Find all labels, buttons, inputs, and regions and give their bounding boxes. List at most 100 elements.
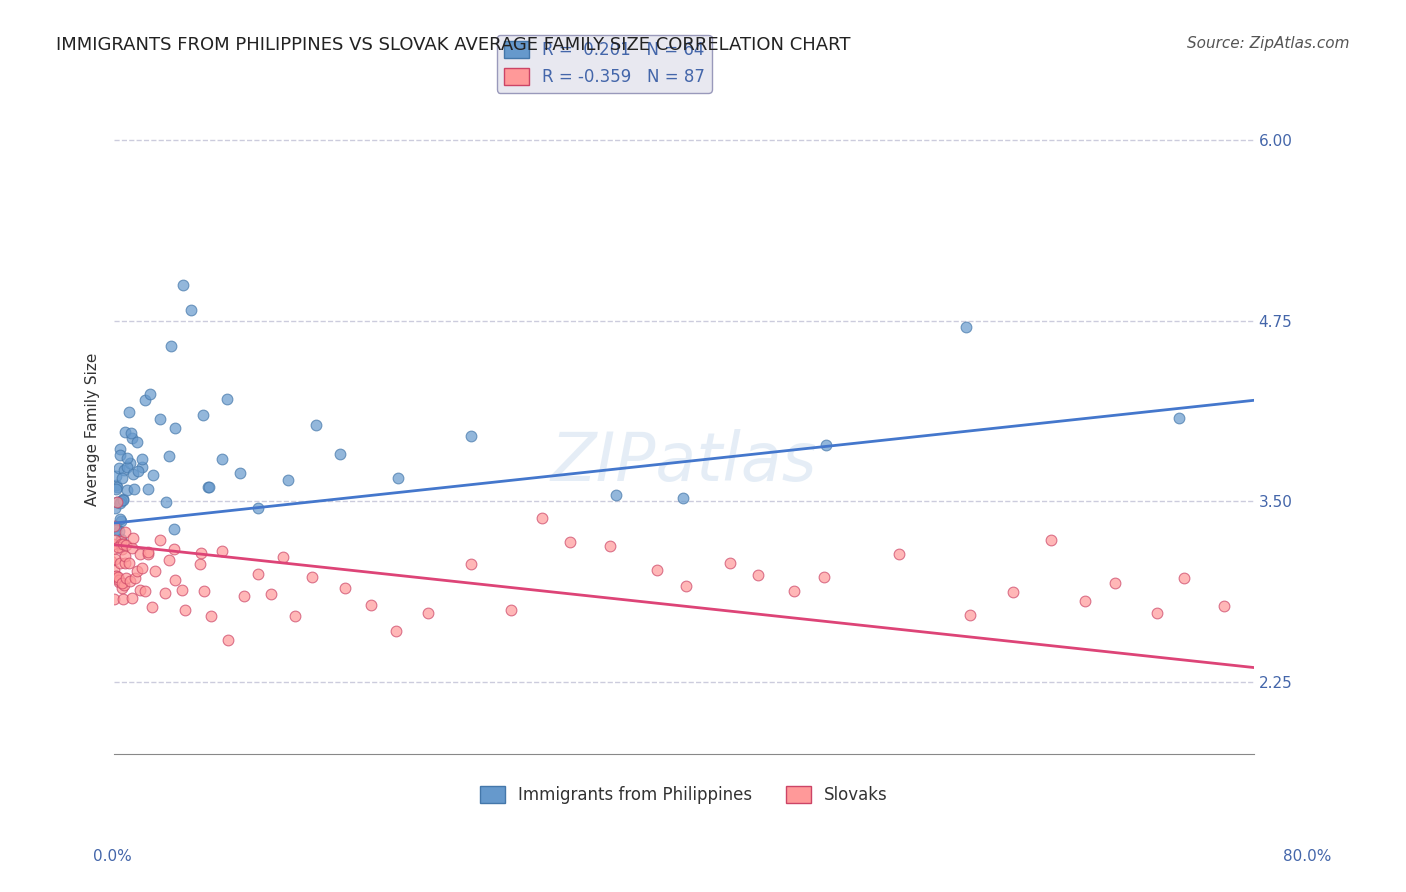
Point — [180, 303, 202, 318]
Text: IMMIGRANTS FROM PHILIPPINES VS SLOVAK AVERAGE FAMILY SIZE CORRELATION CHART: IMMIGRANTS FROM PHILIPPINES VS SLOVAK AV… — [56, 36, 851, 54]
Point — [107, 540, 129, 554]
Point — [200, 609, 222, 624]
Point — [217, 632, 239, 647]
Point — [117, 556, 139, 570]
Point — [136, 545, 159, 559]
Point — [260, 587, 283, 601]
Point — [215, 392, 238, 406]
Point — [172, 278, 194, 293]
Point — [233, 589, 256, 603]
Point — [107, 460, 129, 475]
Point — [197, 480, 219, 494]
Point — [190, 546, 212, 560]
Point — [153, 586, 176, 600]
Point — [211, 452, 233, 467]
Point — [127, 564, 149, 578]
Point — [104, 518, 127, 533]
Point — [110, 536, 132, 550]
Point — [813, 570, 835, 584]
Point — [103, 563, 125, 577]
Point — [121, 591, 143, 605]
Point — [955, 319, 977, 334]
Point — [157, 449, 180, 463]
Point — [718, 556, 741, 570]
Point — [191, 408, 214, 422]
Point — [125, 435, 148, 450]
Point — [111, 591, 134, 606]
Point — [127, 464, 149, 478]
Point — [188, 558, 211, 572]
Point — [530, 511, 553, 525]
Point — [333, 581, 356, 595]
Point — [107, 570, 129, 584]
Point — [101, 537, 124, 551]
Point — [384, 624, 406, 638]
Point — [104, 551, 127, 566]
Point — [110, 532, 132, 546]
Point — [1002, 585, 1025, 599]
Point — [1173, 571, 1195, 585]
Point — [105, 469, 128, 483]
Point — [747, 567, 769, 582]
Point — [114, 525, 136, 540]
Point — [111, 492, 134, 507]
Point — [460, 558, 482, 572]
Point — [783, 583, 806, 598]
Point — [122, 467, 145, 482]
Point — [115, 450, 138, 465]
Point — [416, 606, 439, 620]
Point — [108, 512, 131, 526]
Point — [115, 571, 138, 585]
Point — [104, 501, 127, 516]
Point — [599, 539, 621, 553]
Point — [675, 579, 697, 593]
Point — [114, 549, 136, 564]
Point — [1168, 411, 1191, 425]
Point — [1213, 599, 1236, 613]
Point — [1146, 607, 1168, 621]
Text: 0.0%: 0.0% — [93, 849, 132, 863]
Point — [115, 460, 138, 475]
Point — [149, 412, 172, 426]
Point — [122, 482, 145, 496]
Point — [105, 495, 128, 509]
Point — [305, 417, 328, 432]
Point — [110, 494, 132, 508]
Point — [672, 491, 695, 505]
Point — [120, 426, 142, 441]
Point — [141, 599, 163, 614]
Y-axis label: Average Family Size: Average Family Size — [86, 352, 100, 506]
Point — [134, 393, 156, 408]
Point — [128, 547, 150, 561]
Point — [103, 519, 125, 533]
Point — [155, 495, 177, 509]
Point — [105, 523, 128, 537]
Point — [111, 541, 134, 556]
Point — [118, 405, 141, 419]
Point — [329, 446, 352, 460]
Point — [301, 570, 323, 584]
Point — [105, 480, 128, 494]
Point — [118, 574, 141, 588]
Point — [121, 431, 143, 445]
Point — [163, 421, 186, 435]
Point — [198, 480, 221, 494]
Point — [134, 583, 156, 598]
Point — [139, 387, 162, 401]
Point — [148, 533, 170, 548]
Point — [160, 339, 183, 353]
Point — [107, 495, 129, 509]
Point — [211, 544, 233, 558]
Point — [103, 591, 125, 606]
Point — [112, 463, 135, 477]
Point — [114, 425, 136, 439]
Point — [112, 537, 135, 551]
Point — [110, 557, 132, 571]
Point — [114, 556, 136, 570]
Point — [108, 448, 131, 462]
Point — [131, 560, 153, 574]
Point — [105, 569, 128, 583]
Text: ZIPatlas: ZIPatlas — [551, 429, 817, 495]
Point — [247, 501, 270, 516]
Point — [163, 522, 186, 536]
